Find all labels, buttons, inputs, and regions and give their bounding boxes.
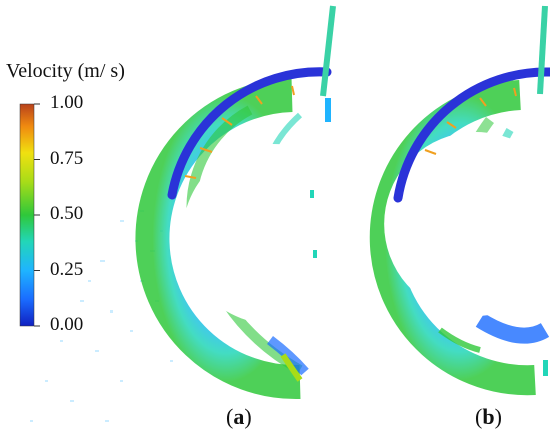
colorbar-tick-label: 0.75	[50, 148, 84, 169]
colorbar-tick-label: 1.00	[50, 92, 84, 113]
colorbar-title: Velocity (m/ s)	[6, 60, 125, 82]
colorbar-tick-label: 0.50	[50, 203, 84, 224]
colorbar-ticks	[34, 103, 40, 327]
panel-a-flow-field	[30, 5, 336, 422]
panel-label-a: (a)	[226, 404, 252, 429]
colorbar-tick-label: 0.25	[50, 259, 84, 280]
colorbar	[19, 103, 35, 327]
colorbar-tick-label: 0.00	[50, 314, 84, 335]
panel-label-b: (b)	[475, 404, 502, 429]
panel-b-flow-field	[369, 5, 550, 396]
